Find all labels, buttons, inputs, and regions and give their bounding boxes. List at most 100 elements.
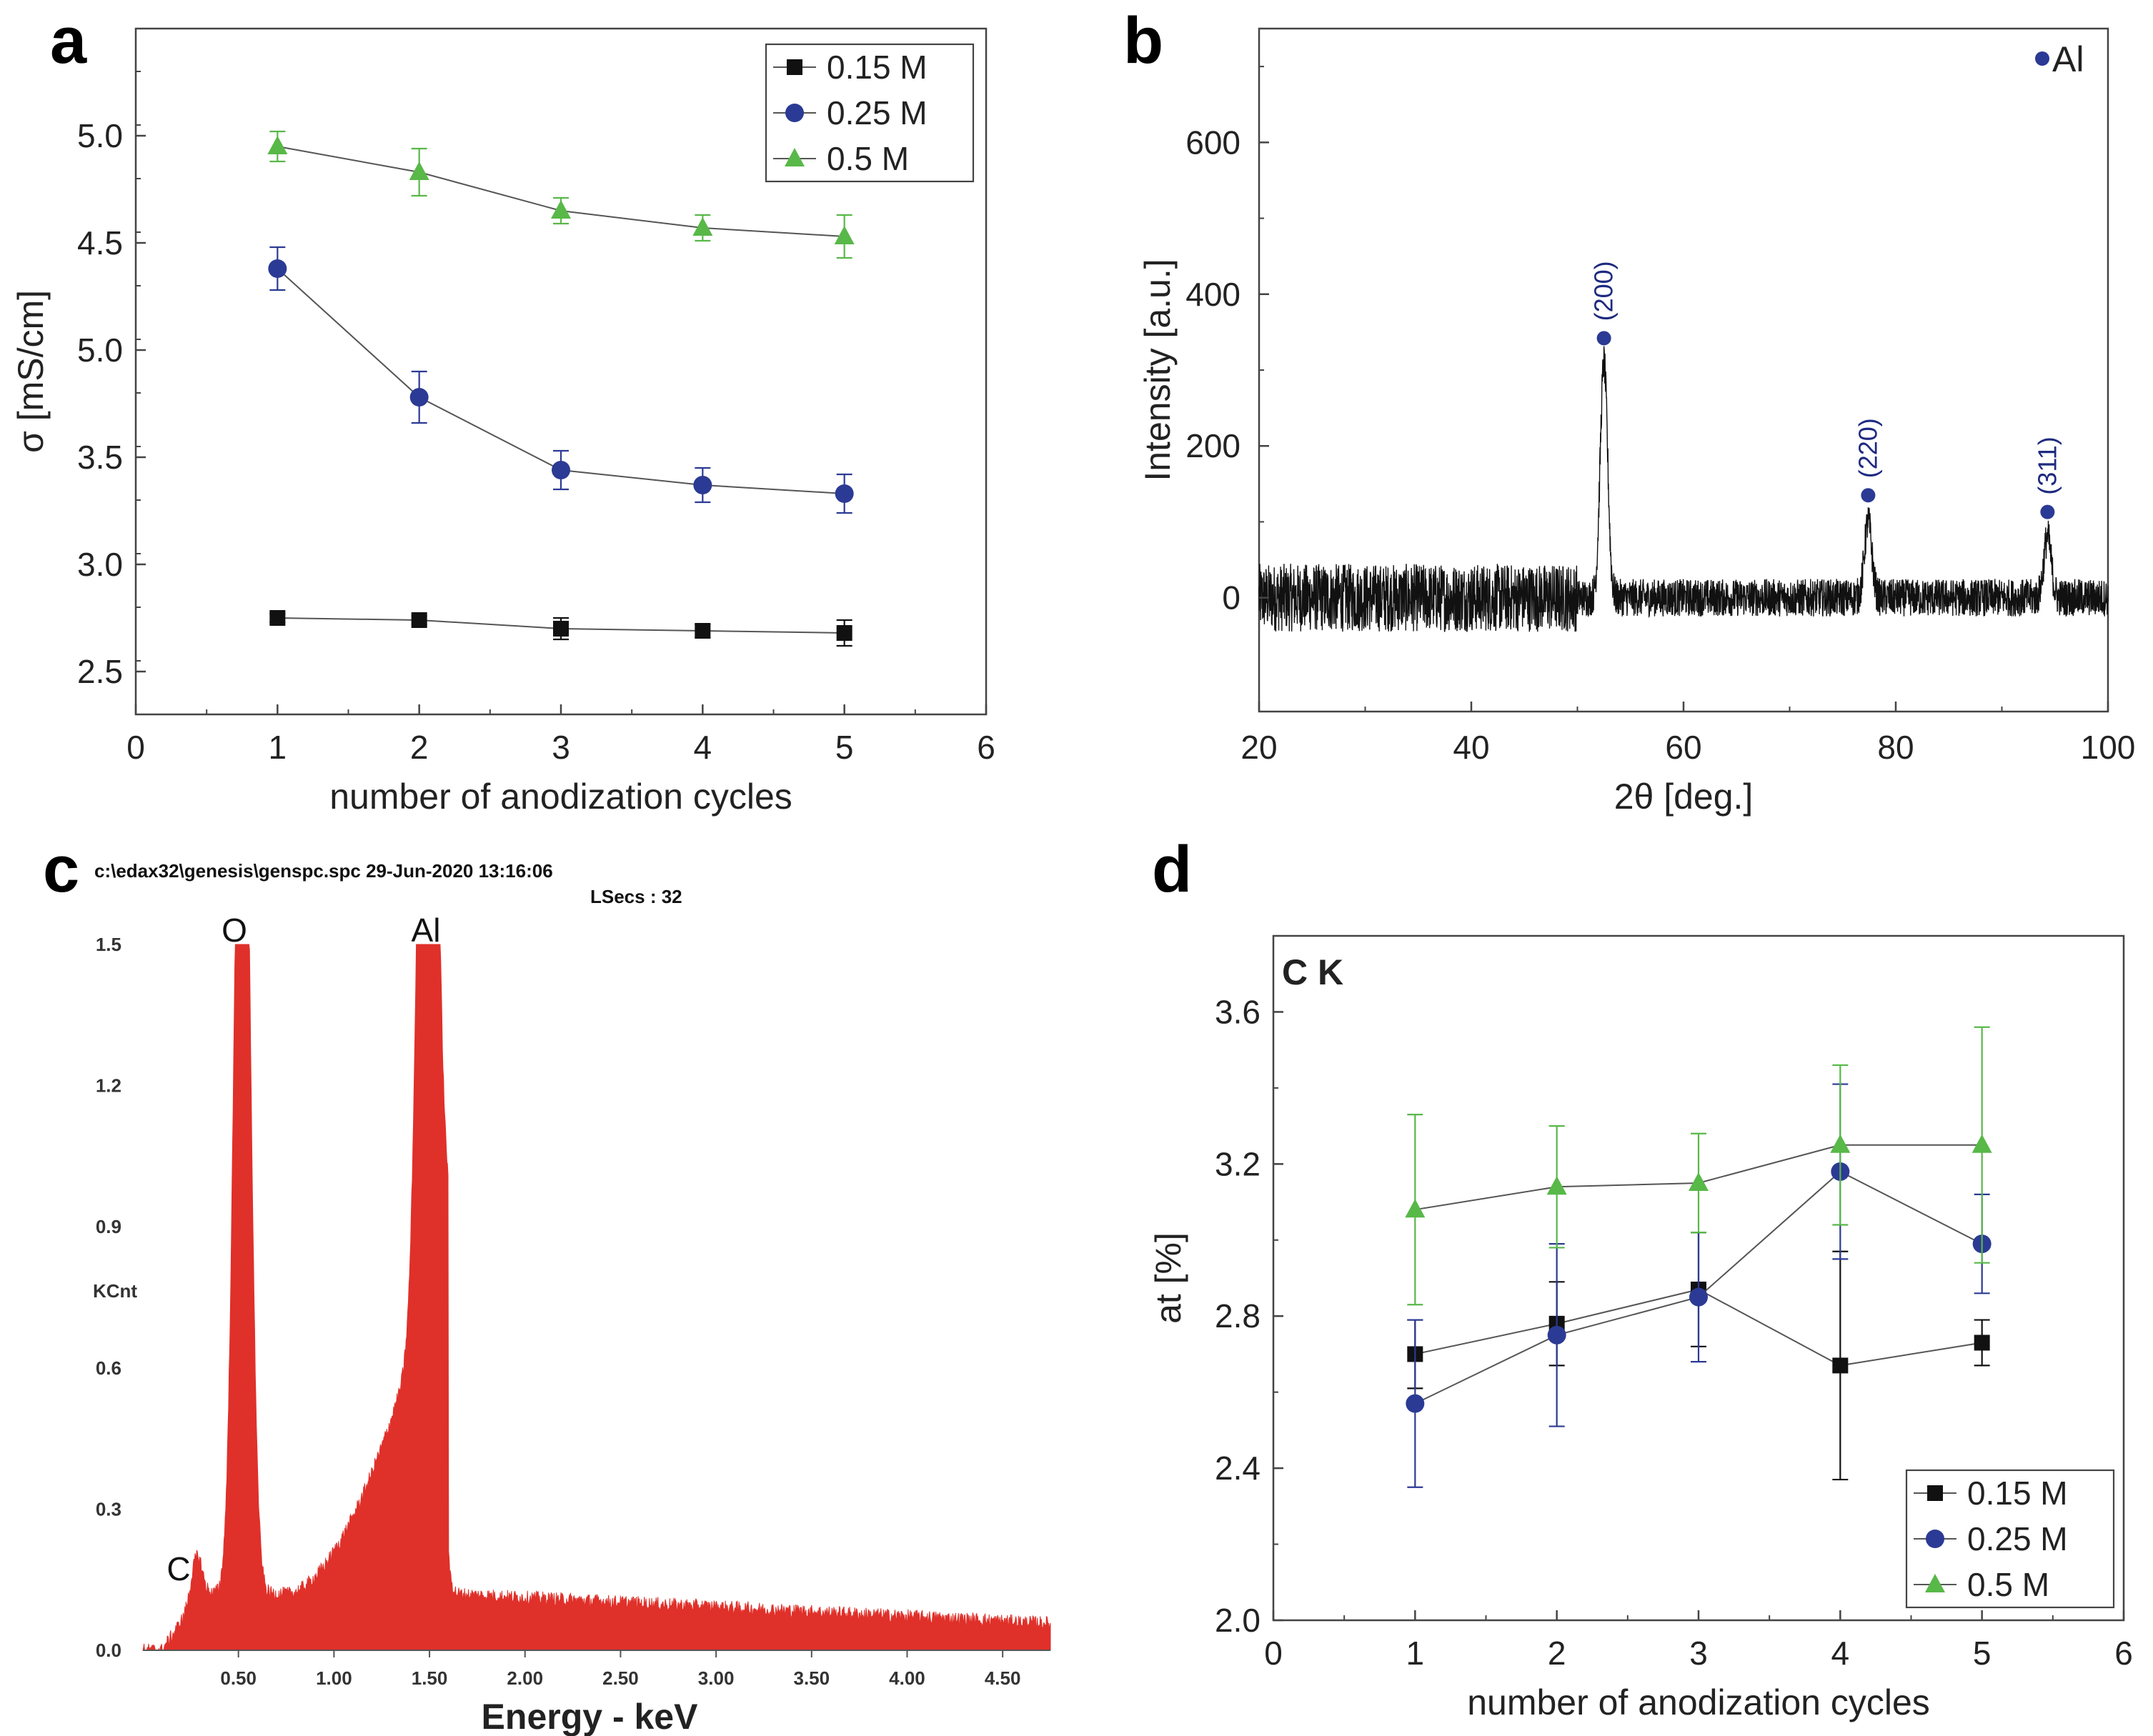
panel-d-ytick-label: 3.2 bbox=[1215, 1145, 1261, 1182]
panel-a-ytick-label: 3.5 bbox=[77, 439, 123, 476]
panel-b-ytick-label: 600 bbox=[1185, 124, 1240, 161]
panel-c-xtick-label: 1.00 bbox=[316, 1667, 352, 1689]
panel-d-ytick-label: 2.8 bbox=[1215, 1297, 1261, 1335]
panel-b-xtick-label: 40 bbox=[1453, 729, 1489, 766]
panel-d-xtick-label: 6 bbox=[2114, 1635, 2133, 1672]
panel-c-header-file: c:\edax32\genesis\genspc.spc 29-Jun-2020… bbox=[94, 860, 553, 882]
chart-a: 0 1 2 3 4 5 6 2.5 3.0 3.5 5.0 4.5 5.0 number of anodi… bbox=[11, 27, 995, 817]
panel-a-ytick-label: 5.0 bbox=[77, 331, 123, 369]
panel-a-y-axis-label: σ [mS/cm] bbox=[11, 290, 51, 453]
panel-a-data-point bbox=[834, 226, 855, 244]
panel-c-ytick-label: 0.9 bbox=[96, 1216, 121, 1237]
panel-c-ytick-label: 0.0 bbox=[96, 1640, 121, 1661]
panel-b-peak-label: (311) bbox=[2032, 437, 2062, 494]
chart-b: 20 40 60 80 100 0 200 400 600 2θ [deg.] Intensity … bbox=[1138, 27, 2136, 817]
panel-c-peak-label-c: C bbox=[166, 1550, 190, 1587]
panel-d-xtick-label: 1 bbox=[1406, 1635, 1425, 1672]
panel-a-ytick-label: 2.5 bbox=[77, 653, 123, 690]
panel-a-data-point bbox=[551, 200, 571, 219]
panel-c-xtick-label: 4.00 bbox=[889, 1667, 925, 1689]
panel-d-ytick-label: 2.0 bbox=[1215, 1602, 1261, 1639]
panel-d-xtick-label: 3 bbox=[1689, 1635, 1708, 1672]
panel-a-xtick-label: 3 bbox=[552, 729, 570, 766]
panel-b-xrd-trace bbox=[1258, 346, 2109, 632]
panel-a-data-point bbox=[409, 388, 429, 406]
panel-c-xtick-label: 2.50 bbox=[602, 1667, 639, 1689]
panel-a-data-point bbox=[692, 217, 713, 236]
panel-a-data-point bbox=[552, 461, 570, 479]
panel-d-data-point bbox=[1832, 1357, 1849, 1374]
panel-a-legend-label: 0.5 M bbox=[827, 140, 909, 177]
panel-d-data-point bbox=[1971, 1134, 1992, 1153]
panel-b-legend-label: Al bbox=[2052, 39, 2084, 79]
panel-c-xtick-label: 0.50 bbox=[220, 1667, 257, 1689]
panel-b-peak-label: (200) bbox=[1589, 261, 1619, 321]
panel-d-x-axis-label: number of anodization cycles bbox=[1467, 1682, 1930, 1722]
panel-d-xtick-label: 5 bbox=[1973, 1635, 1992, 1672]
panel-d-data-point bbox=[1547, 1325, 1566, 1345]
chart-d: 0 1 2 3 4 5 6 2.0 2.4 2.8 3.2 3.6 number of anodizat… bbox=[1148, 934, 2133, 1722]
panel-c-x-axis-label: Energy - keV bbox=[482, 1697, 699, 1736]
panel-c-ytick-label: 1.2 bbox=[96, 1075, 121, 1097]
panel-b-peak-marker bbox=[1596, 331, 1611, 346]
panel-d-data-point bbox=[1406, 1394, 1425, 1413]
panel-c-xtick-label: 1.50 bbox=[412, 1667, 448, 1689]
panel-a-legend-marker bbox=[785, 148, 805, 166]
panel-b-xtick-label: 100 bbox=[2081, 729, 2136, 766]
panel-d-xtick-label: 4 bbox=[1831, 1635, 1850, 1672]
panel-a-xtick-label: 0 bbox=[126, 729, 145, 766]
panel-letter-c: c bbox=[43, 833, 79, 906]
panel-b-x-axis-label: 2θ [deg.] bbox=[1614, 777, 1754, 817]
panel-b-ytick-label: 200 bbox=[1185, 427, 1240, 464]
panel-b-peak-marker bbox=[1861, 488, 1876, 503]
panel-b-xtick-label: 20 bbox=[1240, 729, 1277, 766]
panel-c-xtick-label: 3.50 bbox=[793, 1667, 830, 1689]
panel-d-data-point bbox=[1689, 1287, 1708, 1307]
panel-a-data-point bbox=[835, 484, 854, 503]
panel-c-xtick-label: 2.00 bbox=[507, 1667, 543, 1689]
panel-a-legend-marker bbox=[785, 104, 804, 122]
panel-c-xtick-label: 3.00 bbox=[698, 1667, 735, 1689]
panel-d-title: C K bbox=[1282, 952, 1343, 992]
panel-d-legend-marker bbox=[1927, 1485, 1943, 1501]
panel-a-xtick-label: 4 bbox=[694, 729, 712, 766]
panel-c-header-lsecs: LSecs : 32 bbox=[590, 886, 682, 907]
panel-b-peak-label: (220) bbox=[1853, 418, 1882, 478]
panel-a-data-point bbox=[836, 625, 852, 641]
panel-d-legend-label: 0.25 M bbox=[1967, 1520, 2068, 1557]
panel-a-x-axis-label: number of anodization cycles bbox=[329, 777, 792, 817]
panel-letter-b: b bbox=[1123, 4, 1163, 77]
panel-a-legend-label: 0.15 M bbox=[827, 49, 928, 86]
panel-b-peak-marker bbox=[2040, 504, 2055, 519]
panel-letter-d: d bbox=[1152, 833, 1192, 906]
panel-a-data-point bbox=[268, 259, 287, 278]
panel-d-legend-label: 0.5 M bbox=[1967, 1566, 2049, 1603]
panel-c-y-axis-label: KCnt bbox=[93, 1280, 137, 1302]
panel-d-y-axis-label: at [%] bbox=[1148, 1232, 1188, 1324]
panel-d-legend-marker bbox=[1925, 1574, 1945, 1592]
panel-d-ytick-label: 3.6 bbox=[1215, 993, 1261, 1030]
panel-b-xtick-label: 60 bbox=[1665, 729, 1701, 766]
panel-c-ytick-label: 0.3 bbox=[96, 1498, 121, 1520]
panel-a-xtick-label: 1 bbox=[269, 729, 287, 766]
panel-a-data-point bbox=[553, 621, 569, 637]
panel-c-xtick-label: 4.50 bbox=[985, 1667, 1021, 1689]
panel-a-xtick-label: 2 bbox=[410, 729, 429, 766]
panel-a-data-point bbox=[409, 161, 429, 180]
panel-d-xtick-label: 2 bbox=[1548, 1635, 1566, 1672]
panel-c-ytick-label: 0.6 bbox=[96, 1357, 121, 1379]
panel-c-eds-spectrum bbox=[142, 944, 1051, 1651]
panel-c-peak-label-o: O bbox=[222, 912, 247, 949]
chart-c: c:\edax32\genesis\genspc.spc 29-Jun-2020… bbox=[93, 860, 1051, 1736]
panel-d-legend-label: 0.15 M bbox=[1967, 1475, 2068, 1512]
panel-a-data-point bbox=[411, 612, 427, 628]
panel-a-data-point bbox=[695, 623, 711, 639]
panel-a-ytick-label: 5.0 bbox=[77, 117, 123, 154]
panel-b-legend-marker bbox=[2035, 51, 2049, 66]
panel-a-legend-marker bbox=[787, 59, 802, 75]
panel-b-ytick-label: 0 bbox=[1222, 579, 1240, 617]
panel-c-peak-label-al: Al bbox=[412, 912, 441, 949]
panel-d-data-point bbox=[1689, 1172, 1709, 1191]
panel-d-xtick-label: 0 bbox=[1264, 1635, 1283, 1672]
